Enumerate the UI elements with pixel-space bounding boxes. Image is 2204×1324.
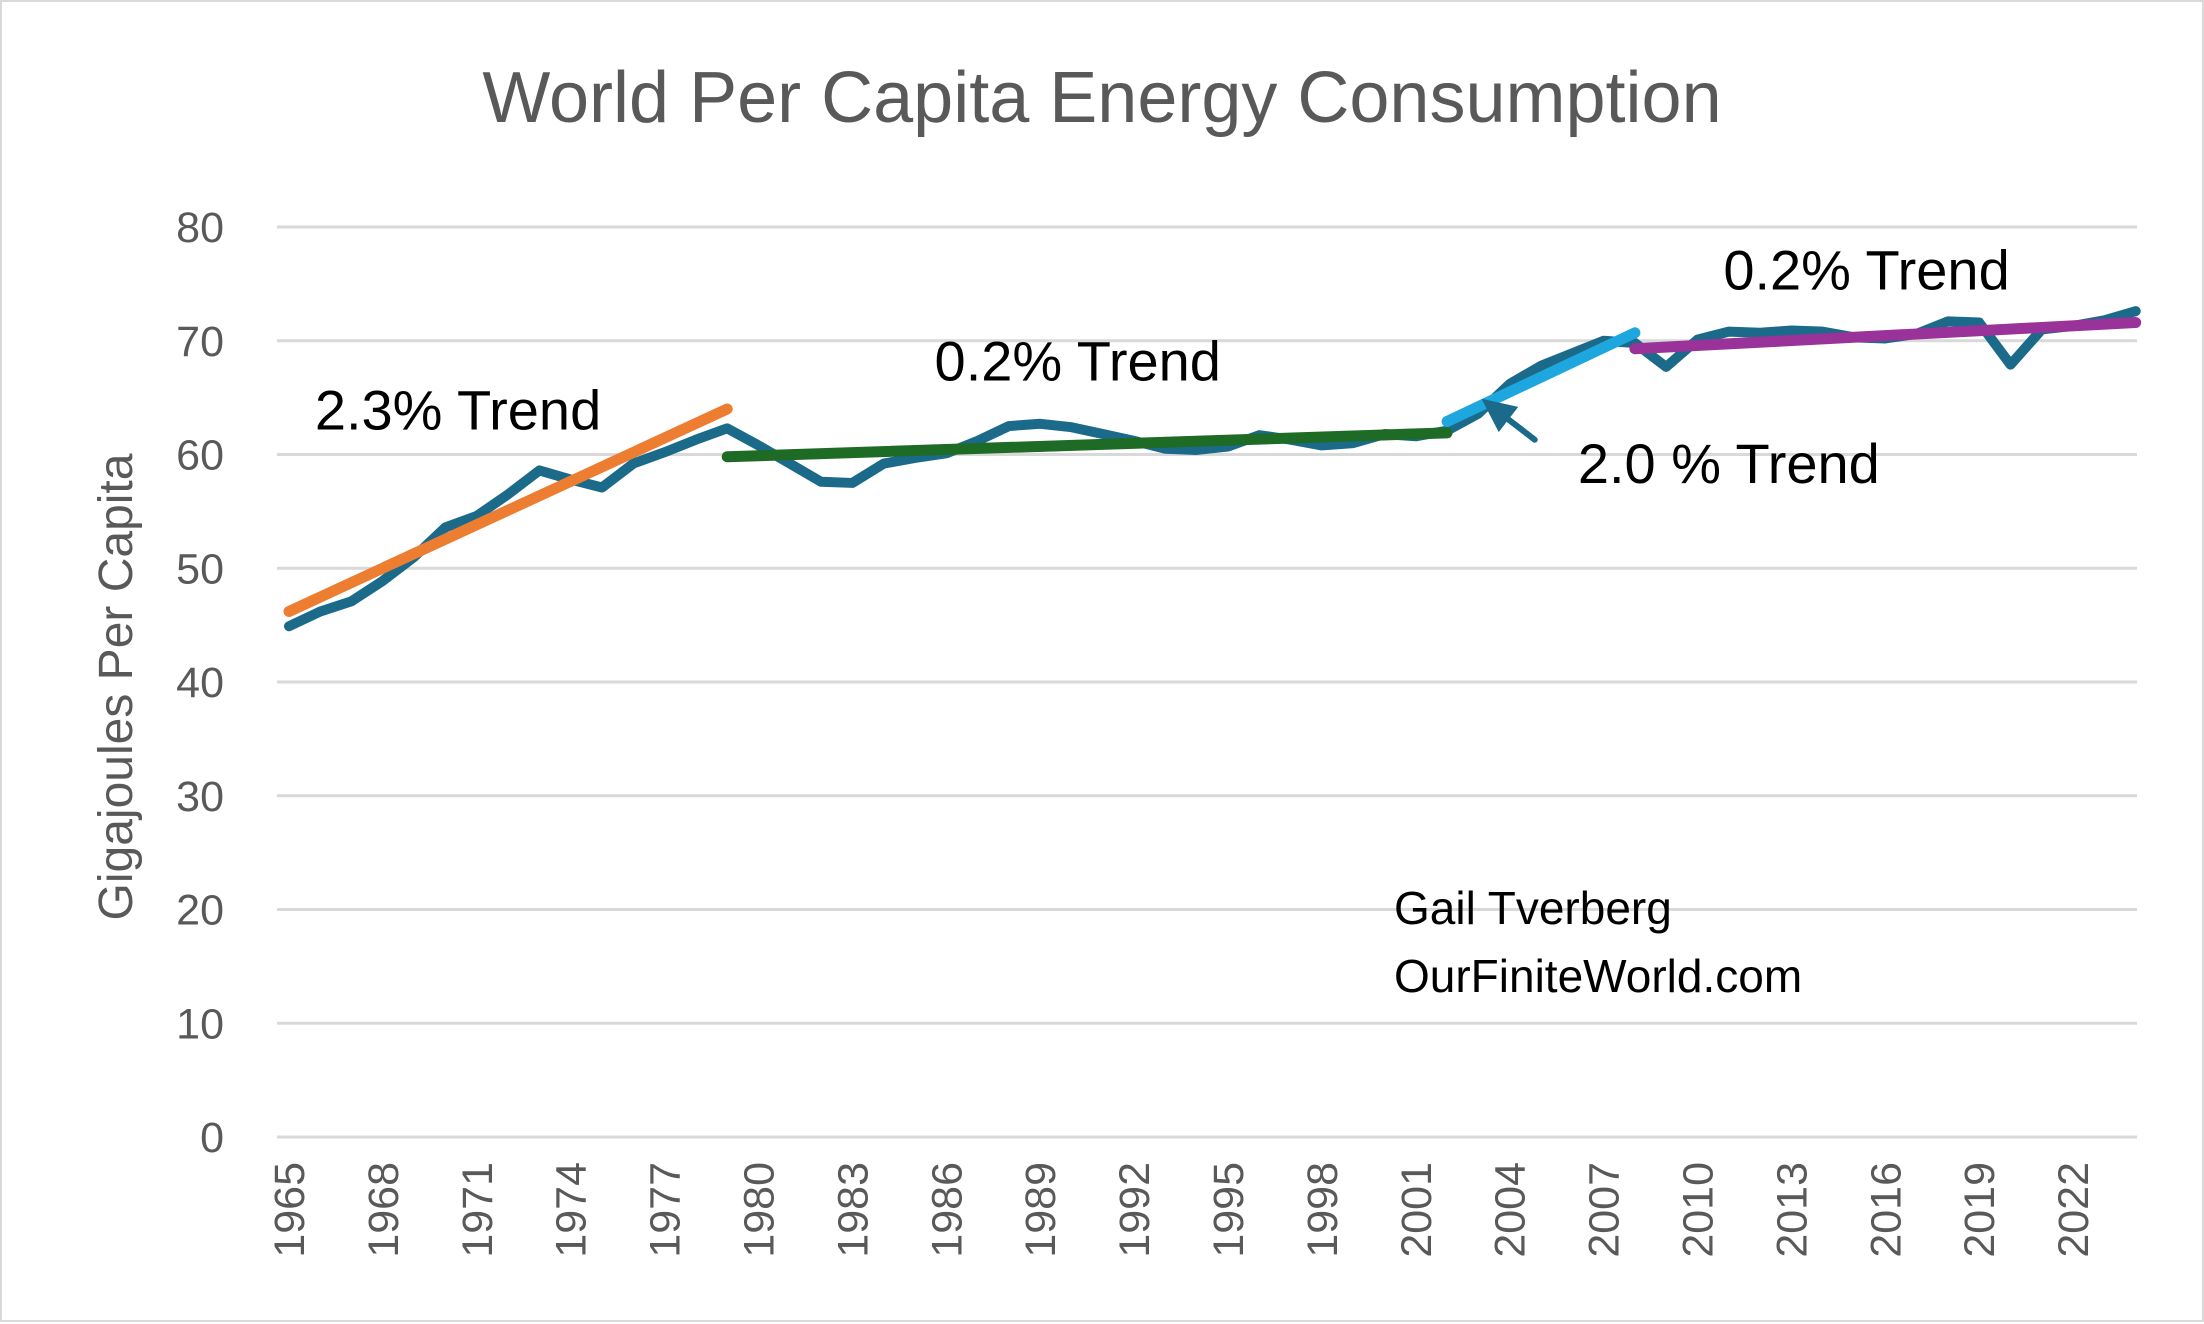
gridlines	[277, 225, 2137, 1139]
x-tick-label-1992: 1992	[1111, 1162, 1159, 1258]
annotation-trend-0-2-middle: 0.2% Trend	[935, 330, 1221, 393]
y-tick-label-10: 10	[176, 1000, 224, 1048]
y-tick-label-0: 0	[200, 1114, 224, 1162]
arrow-shaft	[1505, 416, 1538, 443]
y-tick-label-50: 50	[176, 545, 224, 593]
credit-website: OurFiniteWorld.com	[1394, 950, 1802, 1002]
x-tick-label-2022: 2022	[2050, 1162, 2098, 1258]
chart-title: World Per Capita Energy Consumption	[482, 58, 1721, 138]
y-tick-label-20: 20	[176, 887, 224, 935]
x-tick-label-1989: 1989	[1017, 1162, 1065, 1258]
x-tick-label-2016: 2016	[1862, 1162, 1910, 1258]
x-tick-label-1974: 1974	[548, 1162, 596, 1258]
annotations: 2.3% Trend 0.2% Trend 0.2% Trend 2.0 % Tren…	[315, 239, 2010, 495]
annotation-trend-0-2-right: 0.2% Trend	[1723, 239, 2009, 302]
x-tick-label-2007: 2007	[1581, 1162, 1629, 1258]
trend-line-1979-2002	[721, 427, 1453, 463]
arrow-head	[1481, 398, 1519, 433]
x-axis-ticks: 1965 1968 1971 1974 1977 1980 1983 1986 1989 1992…	[266, 1162, 2098, 1258]
annotation-trend-2-3: 2.3% Trend	[315, 378, 601, 441]
y-tick-label-60: 60	[176, 432, 224, 480]
x-tick-label-2010: 2010	[1675, 1162, 1723, 1258]
data-series	[284, 306, 2141, 632]
x-tick-label-1986: 1986	[923, 1162, 971, 1258]
y-tick-label-80: 80	[176, 204, 224, 252]
y-tick-label-30: 30	[176, 773, 224, 821]
credit-block: Gail Tverberg OurFiniteWorld.com	[1394, 882, 1802, 1002]
series-line-0	[284, 306, 2141, 632]
x-tick-label-2019: 2019	[1956, 1162, 2004, 1258]
x-tick-label-1983: 1983	[829, 1162, 877, 1258]
x-tick-label-2004: 2004	[1487, 1162, 1535, 1258]
x-tick-label-2001: 2001	[1393, 1162, 1441, 1258]
x-tick-label-1971: 1971	[454, 1162, 502, 1258]
y-tick-label-40: 40	[176, 659, 224, 707]
x-tick-label-1980: 1980	[736, 1162, 784, 1258]
annotation-trend-2-0: 2.0 % Trend	[1578, 432, 1880, 495]
trend-line-2008-2024	[1629, 317, 2142, 355]
trend-lines	[283, 317, 2142, 617]
x-tick-label-1977: 1977	[642, 1162, 690, 1258]
x-tick-label-1968: 1968	[360, 1162, 408, 1258]
x-tick-label-1965: 1965	[266, 1162, 314, 1258]
x-tick-label-1998: 1998	[1299, 1162, 1347, 1258]
credit-author: Gail Tverberg	[1394, 882, 1672, 934]
x-tick-label-2013: 2013	[1768, 1162, 1816, 1258]
trend-line-1965-1979	[283, 403, 733, 617]
x-tick-label-1995: 1995	[1205, 1162, 1253, 1258]
y-axis-title: Gigajoules Per Capita	[90, 453, 143, 920]
trend-line-2002-2008	[1441, 327, 1641, 428]
y-tick-label-70: 70	[176, 318, 224, 366]
y-axis-ticks: 0 10 20 30 40 50 60 70 80	[176, 204, 224, 1162]
